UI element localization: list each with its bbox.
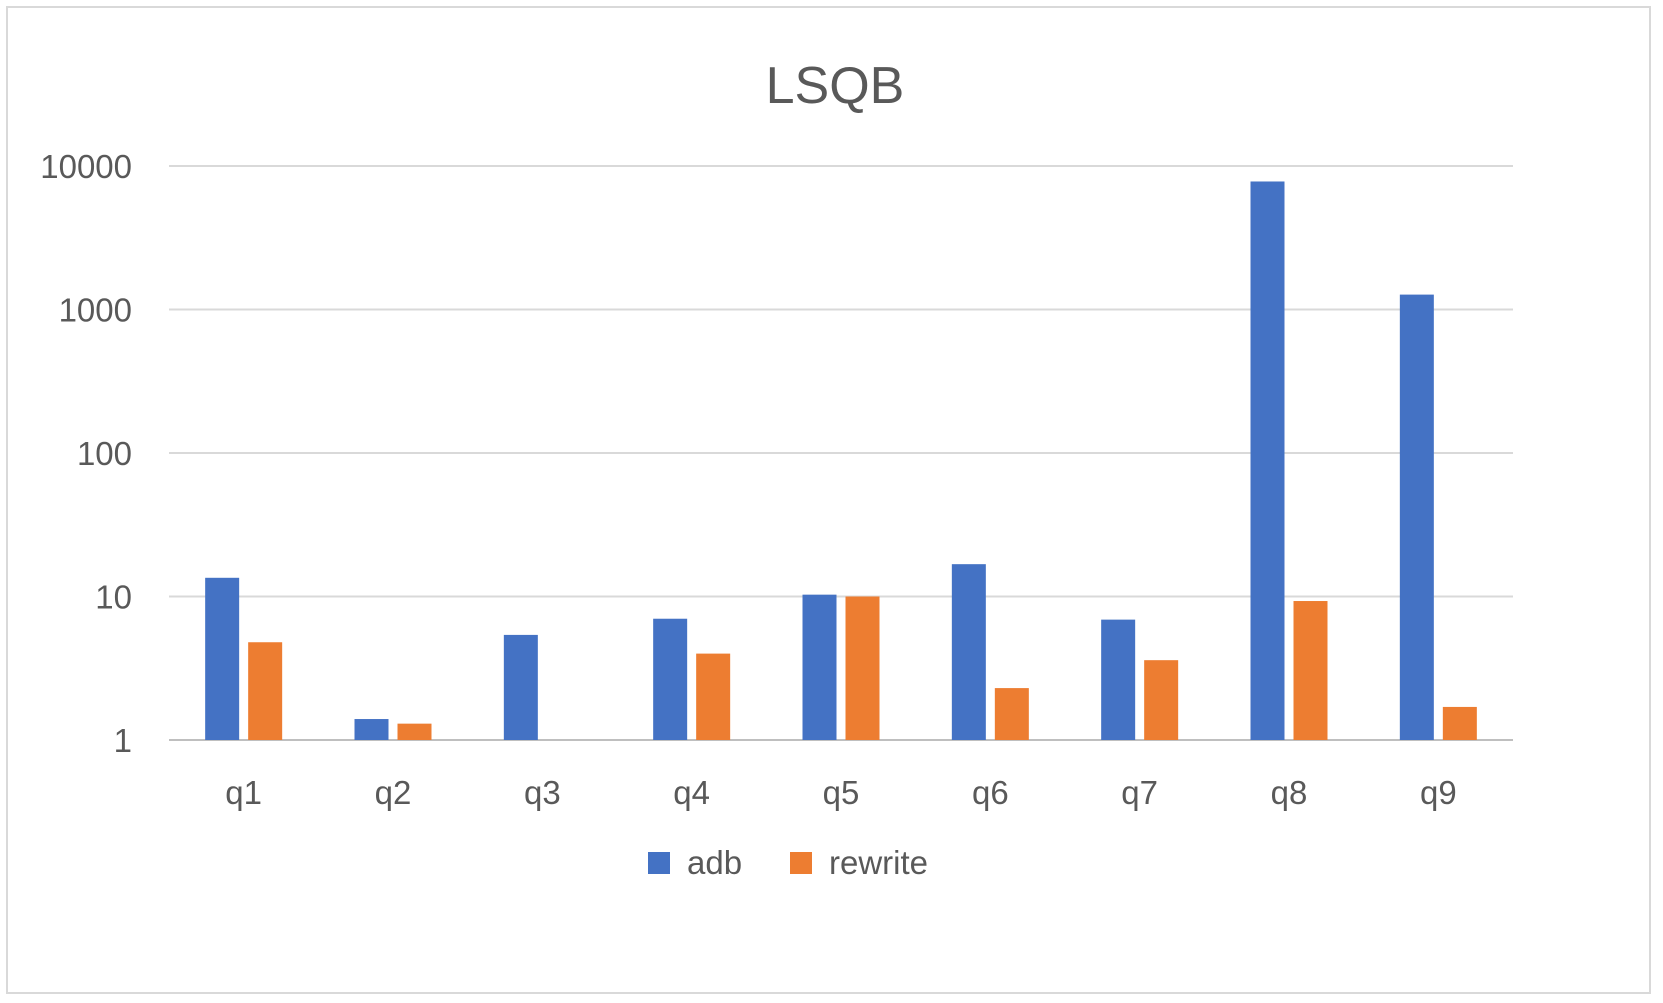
y-tick-label: 1000 bbox=[59, 292, 132, 329]
y-tick-label: 10 bbox=[95, 579, 132, 616]
legend-swatch-adb bbox=[648, 852, 670, 874]
bar-adb-q8 bbox=[1250, 181, 1285, 740]
x-tick-label: q4 bbox=[673, 774, 710, 811]
legend: adb rewrite bbox=[648, 844, 928, 881]
bar-rewrite-q2 bbox=[397, 723, 432, 740]
y-tick-label: 10000 bbox=[40, 148, 132, 185]
bar-adb-q6 bbox=[951, 564, 986, 740]
bar-rewrite-q5 bbox=[845, 596, 880, 740]
x-tick-label: q5 bbox=[823, 774, 860, 811]
bars bbox=[205, 181, 1477, 740]
bar-rewrite-q4 bbox=[696, 653, 731, 740]
bar-rewrite-q1 bbox=[248, 642, 283, 740]
legend-swatch-rewrite bbox=[790, 852, 812, 874]
legend-label-rewrite: rewrite bbox=[829, 844, 928, 881]
x-tick-label: q9 bbox=[1420, 774, 1457, 811]
x-tick-label: q6 bbox=[972, 774, 1009, 811]
x-tick-label: q1 bbox=[225, 774, 262, 811]
bar-adb-q1 bbox=[205, 577, 240, 740]
chart-title: LSQB bbox=[766, 57, 905, 115]
x-tick-label: q2 bbox=[375, 774, 412, 811]
chart-frame: LSQB 1 10 100 1000 10000 q1 q2 q3 q4 q5 q6 q7 q8 q9 … bbox=[6, 6, 1651, 994]
bar-rewrite-q6 bbox=[994, 688, 1029, 740]
bar-adb-q9 bbox=[1399, 294, 1434, 740]
bar-adb-q3 bbox=[503, 634, 538, 740]
bar-rewrite-q8 bbox=[1293, 601, 1328, 740]
x-tick-label: q7 bbox=[1121, 774, 1158, 811]
bar-adb-q4 bbox=[653, 618, 688, 740]
bar-rewrite-q9 bbox=[1442, 706, 1477, 740]
bar-adb-q5 bbox=[802, 594, 837, 740]
x-axis-ticks: q1 q2 q3 q4 q5 q6 q7 q8 q9 bbox=[225, 774, 1456, 811]
y-tick-label: 100 bbox=[77, 435, 132, 472]
legend-label-adb: adb bbox=[687, 844, 742, 881]
y-axis-ticks: 1 10 100 1000 10000 bbox=[40, 148, 132, 759]
bar-adb-q2 bbox=[354, 719, 389, 740]
bar-adb-q7 bbox=[1101, 619, 1136, 740]
y-tick-label: 1 bbox=[114, 722, 132, 759]
x-tick-label: q3 bbox=[524, 774, 561, 811]
bar-rewrite-q7 bbox=[1144, 660, 1179, 740]
gridlines bbox=[169, 165, 1513, 741]
x-tick-label: q8 bbox=[1271, 774, 1308, 811]
